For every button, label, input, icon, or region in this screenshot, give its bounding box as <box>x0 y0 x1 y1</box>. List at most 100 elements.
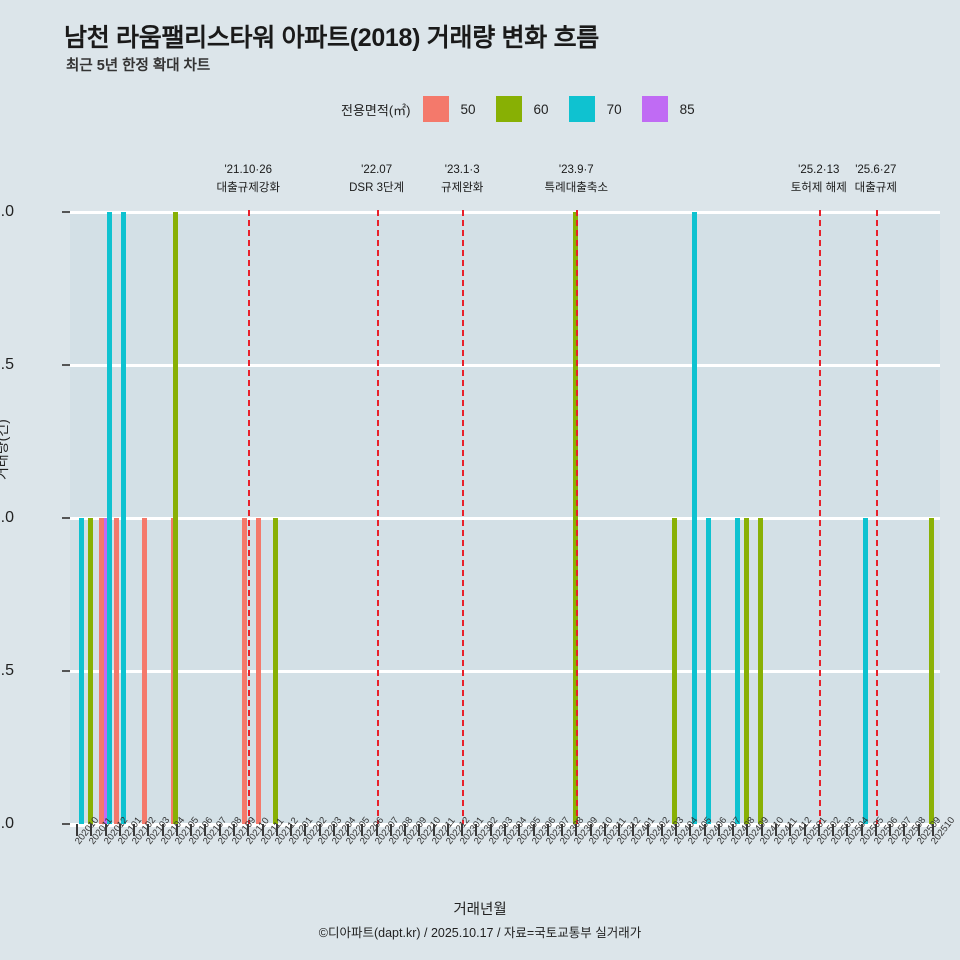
x-tick-mark-202010 <box>76 824 79 836</box>
y-tick-label-1.5: 1.5 <box>0 356 14 373</box>
x-tick-mark-202202 <box>304 824 307 836</box>
x-tick-mark-202203 <box>318 824 321 836</box>
x-tick-mark-202109 <box>233 824 236 836</box>
x-tick-mark-202012 <box>104 824 107 836</box>
bar-50-202111[interactable] <box>256 518 262 824</box>
x-tick-mark-202111 <box>261 824 264 836</box>
x-tick-mark-202102 <box>133 824 136 836</box>
legend-swatch-85 <box>641 96 668 122</box>
bar-70-202010[interactable] <box>78 518 84 824</box>
x-tick-mark-202503 <box>832 824 835 836</box>
bar-50-202110[interactable] <box>241 518 247 824</box>
x-tick-mark-202504 <box>846 824 849 836</box>
x-tick-mark-202509 <box>917 824 920 836</box>
x-tick-mark-202402 <box>646 824 649 836</box>
bar-50-202101[interactable] <box>113 518 119 824</box>
x-tick-mark-202302 <box>475 824 478 836</box>
gridline-0.5 <box>70 669 940 673</box>
event-line-202301 <box>462 210 465 826</box>
legend-label-50: 50 <box>460 101 476 117</box>
event-date-202502: '25.2·13 <box>798 164 840 176</box>
x-tick-mark-202403 <box>660 824 663 836</box>
bar-85-202012[interactable] <box>104 518 110 824</box>
y-tick-mark-1.0 <box>62 517 70 519</box>
x-tick-mark-202501 <box>803 824 806 836</box>
x-tick-mark-202506 <box>874 824 877 836</box>
x-tick-mark-202505 <box>860 824 863 836</box>
legend-label-85: 85 <box>679 101 695 117</box>
y-tick-label-0.0: 0.0 <box>0 815 14 832</box>
legend-item-60[interactable]: 60 <box>495 96 549 122</box>
event-annotation-202301: '23.1·3 규제완화 <box>441 162 483 198</box>
bar-50-202012[interactable] <box>99 518 105 824</box>
bar-60-202309[interactable] <box>572 212 578 824</box>
bar-60-202510[interactable] <box>929 518 935 824</box>
x-axis-label: 거래년월 <box>453 902 507 918</box>
bar-70-202406[interactable] <box>706 518 712 824</box>
event-label-202506: 대출규제 <box>854 181 897 194</box>
bar-60-202409[interactable] <box>743 518 749 824</box>
bar-70-202408[interactable] <box>734 518 740 824</box>
legend-label-60: 60 <box>533 101 549 117</box>
x-tick-mark-202502 <box>817 824 820 836</box>
x-tick-mark-202112 <box>275 824 278 836</box>
bar-60-202011[interactable] <box>87 518 93 824</box>
chart-legend: 전용면적(㎡) 50 60 70 85 <box>341 96 715 122</box>
x-tick-mark-202207 <box>375 824 378 836</box>
event-date-202207: '22.07 <box>361 164 393 176</box>
x-tick-mark-202209 <box>404 824 407 836</box>
gridline-1.5 <box>70 363 940 367</box>
x-tick-mark-202407 <box>717 824 720 836</box>
x-tick-mark-202408 <box>732 824 735 836</box>
bar-70-202505[interactable] <box>862 518 868 824</box>
event-label-202301: 규제완화 <box>441 181 484 194</box>
bar-60-202112[interactable] <box>273 518 278 824</box>
x-tick-mark-202208 <box>389 824 392 836</box>
gridline-2.0 <box>70 210 940 214</box>
legend-swatch-60 <box>495 96 522 122</box>
x-tick-mark-202206 <box>361 824 364 836</box>
event-annotation-202506: '25.6·27 대출규제 <box>855 162 897 198</box>
x-tick-mark-202205 <box>347 824 350 836</box>
x-tick-mark-202212 <box>446 824 449 836</box>
event-label-202309: 특례대출축소 <box>544 181 609 194</box>
x-tick-mark-202110 <box>247 824 250 836</box>
bar-50-202103[interactable] <box>142 518 148 824</box>
x-tick-mark-202507 <box>889 824 892 836</box>
event-label-202110: 대출규제강화 <box>216 181 281 194</box>
x-tick-mark-202412 <box>789 824 792 836</box>
event-date-202301: '23.1·3 <box>444 164 480 176</box>
bar-60-202410[interactable] <box>757 518 763 824</box>
x-tick-mark-202101 <box>118 824 121 836</box>
page-title: 남천 라움팰리스타워 아파트(2018) 거래량 변화 흐름 <box>64 24 599 52</box>
x-tick-mark-202210 <box>418 824 421 836</box>
x-tick-mark-202411 <box>774 824 777 836</box>
x-tick-mark-202311 <box>603 824 606 836</box>
x-tick-mark-202105 <box>175 824 178 836</box>
bar-60-202404[interactable] <box>672 518 678 824</box>
x-tick-mark-202305 <box>518 824 521 836</box>
x-tick-mark-202410 <box>760 824 763 836</box>
legend-item-85[interactable]: 85 <box>641 96 695 122</box>
bar-60-202105[interactable] <box>173 212 179 824</box>
legend-item-70[interactable]: 70 <box>568 96 622 122</box>
legend-title: 전용면적(㎡) <box>341 102 411 118</box>
y-tick-label-0.5: 0.5 <box>0 662 14 679</box>
x-tick-mark-202304 <box>504 824 506 836</box>
bar-70-202405[interactable] <box>691 212 697 824</box>
bar-50-202105[interactable] <box>170 518 176 824</box>
bar-70-202101[interactable] <box>121 212 127 824</box>
x-tick-mark-202406 <box>703 824 706 836</box>
plot-area <box>70 210 940 826</box>
y-tick-mark-2.0 <box>62 211 70 213</box>
event-line-202506 <box>875 210 878 826</box>
legend-item-50[interactable]: 50 <box>422 96 476 122</box>
event-annotation-202207: '22.07 DSR 3단계 <box>349 162 404 198</box>
bar-70-202012[interactable] <box>107 212 113 824</box>
x-tick-mark-202510 <box>931 824 934 836</box>
event-annotation-202309: '23.9·7 특례대출축소 <box>545 162 608 198</box>
x-tick-mark-202308 <box>561 824 564 836</box>
legend-swatch-50 <box>422 96 449 122</box>
x-tick-mark-202409 <box>746 824 749 836</box>
event-line-202110 <box>248 210 251 826</box>
